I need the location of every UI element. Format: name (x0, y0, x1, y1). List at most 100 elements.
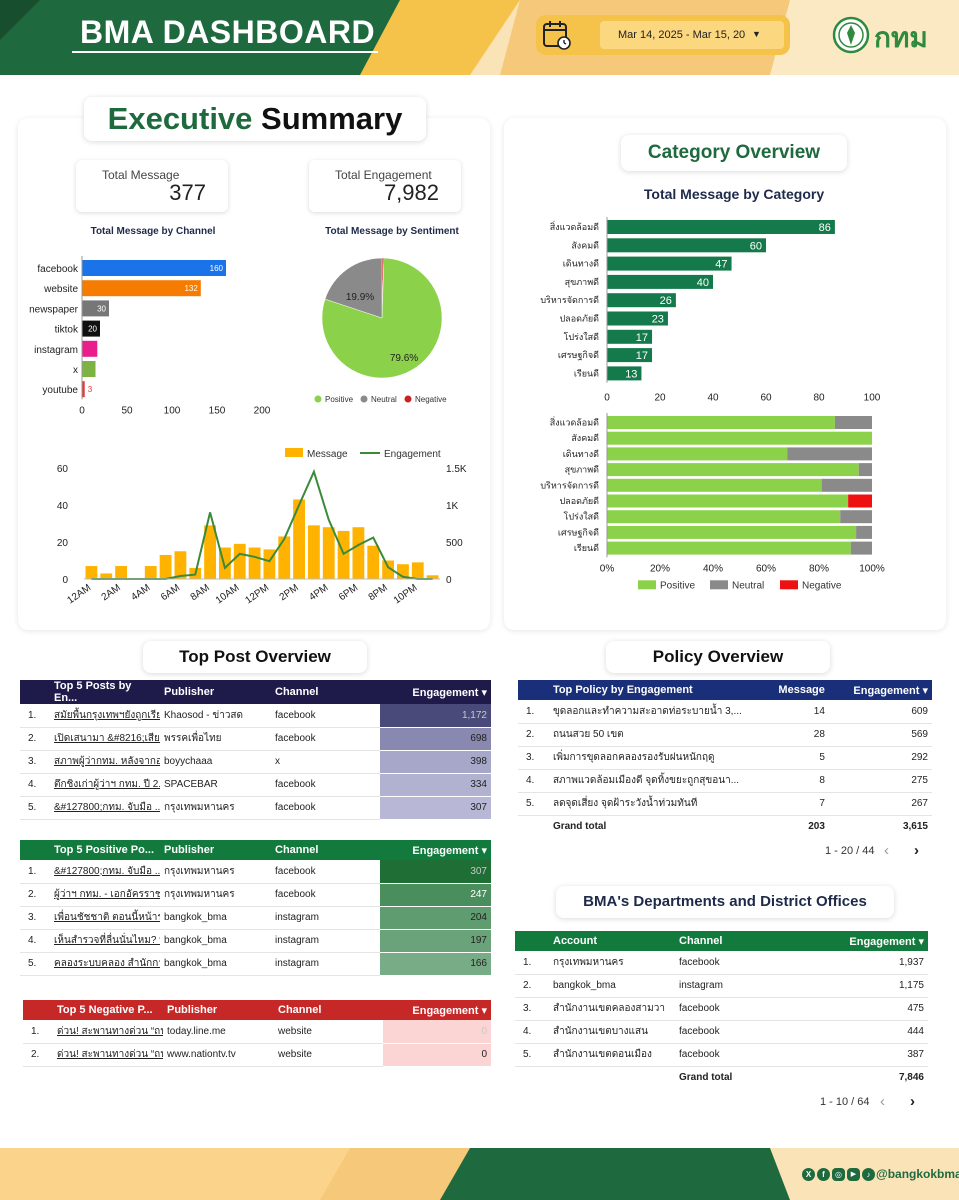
stacked-tick-label: 80% (809, 563, 829, 574)
table-row[interactable]: 3. เพิ่มการขุดลอกคลองรองรับฝนหนักฤดู 5 292 (518, 746, 932, 770)
row-index: 3. (20, 906, 50, 930)
policy-name-cell: ลดจุดเสี่ยง จุดฝ้าระวังน้ำท่วมทันที (548, 792, 746, 816)
table-row[interactable]: 1. กรุงเทพมหานคร facebook 1,937 (515, 951, 928, 975)
post-title-link[interactable]: ด่วน! สะพานทางด่วน “ถน... (53, 1020, 163, 1044)
table-row[interactable]: 3.สภาพผู้ว่ากทม. หลังจากอง...boyychaaax3… (20, 750, 491, 774)
post-title-link[interactable]: คลองระบบคลอง สำนักการร... (50, 952, 160, 976)
top-negative-engagement-header[interactable]: Engagement ▾ (412, 1004, 487, 1017)
category-label: สังคมดี (571, 240, 599, 250)
policy-next-page-icon[interactable]: › (914, 842, 919, 859)
policy-name-cell: สภาพแวดล้อมเมืองดี จุดทิ้งขยะถูกสุขอนา..… (548, 769, 746, 793)
post-title-link[interactable]: ตึกชิงเก่าผู้ว่าฯ กทม. ปี 2... (50, 773, 160, 797)
table-row[interactable]: 5. สำนักงานเขตดอนเมือง facebook 387 (515, 1043, 928, 1067)
policy-prev-page-icon[interactable]: ‹ (884, 842, 889, 859)
row-index: 5. (20, 952, 50, 976)
table-row[interactable]: 3.เพื่อนชัชชาติ ตอนนี้หน้ารถ...bangkok_b… (20, 906, 491, 930)
channel-cell: website (274, 1020, 383, 1044)
table-row[interactable]: 2. ถนนสวย 50 เขต 28 569 (518, 723, 932, 747)
table-row[interactable]: 3. สำนักงานเขตคลองสามวา facebook 475 (515, 997, 928, 1021)
message-bar (367, 545, 380, 579)
channel-cell: facebook (675, 1020, 801, 1044)
top-posts-engagement-header[interactable]: Engagement ▾ (412, 686, 487, 699)
post-title-link[interactable]: ผู้ว่าฯ กทม. - เอกอัครราชทู... (50, 883, 160, 907)
table-row[interactable]: 2.ผู้ว่าฯ กทม. - เอกอัครราชทู...กรุงเทพม… (20, 883, 491, 907)
chevron-down-icon[interactable]: ▼ (752, 29, 761, 39)
category-bar-value: 23 (652, 314, 664, 326)
category-bar (607, 311, 668, 326)
table-row[interactable]: 5.คลองระบบคลอง สำนักการร...bangkok_bmain… (20, 952, 491, 976)
table-row[interactable]: 2. เปิดเสนามา &#8216;เสีย... พรรคเพื่อไทย f… (20, 727, 491, 751)
post-title-link[interactable]: &#127800;กทม. จับมือ ... (50, 796, 160, 820)
table-row[interactable]: 5. ลดจุดเสี่ยง จุดฝ้าระวังน้ำท่วมทันที 7 26… (518, 792, 932, 816)
engagement-cell: 1,172 (380, 704, 491, 728)
category-bar (607, 256, 732, 271)
top-negative-channel-header[interactable]: Channel (278, 1004, 322, 1016)
instagram-icon[interactable]: ◎ (832, 1168, 845, 1181)
table-row[interactable]: 2. bangkok_bma instagram 1,175 (515, 974, 928, 998)
departments-channel-header[interactable]: Channel (679, 935, 723, 947)
policy-message-header[interactable]: Message (778, 684, 825, 696)
stacked-segment-neutral (821, 478, 872, 492)
top-positive-publisher-header[interactable]: Publisher (164, 844, 215, 856)
youtube-icon[interactable]: ▶ (847, 1168, 860, 1181)
category-bar-value: 17 (636, 332, 648, 344)
table-row[interactable]: 4.เห็นสำรวจที่ลื่นนั่นไหม? ที่...bangkok… (20, 929, 491, 953)
row-index: 2. (20, 727, 50, 751)
category-tick-label: 40 (707, 393, 719, 404)
departments-prev-page-icon[interactable]: ‹ (880, 1093, 885, 1110)
x-icon[interactable]: X (802, 1168, 815, 1181)
top-posts-title-header[interactable]: Top 5 Posts by En... (54, 680, 132, 704)
footer-handle[interactable]: @bangkokbma (876, 1167, 959, 1181)
message-bar (159, 554, 172, 579)
top-positive-title-header[interactable]: Top 5 Positive Po... (54, 844, 155, 856)
stacked-tick-label: 100% (859, 563, 885, 574)
top-positive-channel-header[interactable]: Channel (275, 844, 319, 856)
category-bar (607, 293, 676, 308)
top-positive-engagement-header[interactable]: Engagement ▾ (412, 844, 487, 857)
table-row[interactable]: 4. สำนักงานเขตบางแสน facebook 444 (515, 1020, 928, 1044)
facebook-icon[interactable]: f (817, 1168, 830, 1181)
departments-account-header[interactable]: Account (553, 935, 597, 947)
post-title-link[interactable]: &#127800;กทม. จับมือ ... (50, 860, 160, 884)
category-label: ปลอดภัยดี (559, 496, 599, 506)
top-negative-publisher-header[interactable]: Publisher (167, 1004, 218, 1016)
top-posts-publisher-header[interactable]: Publisher (164, 686, 215, 698)
top-negative-title-header[interactable]: Top 5 Negative P... (57, 1004, 153, 1016)
post-title-link[interactable]: เพื่อนชัชชาติ ตอนนี้หน้ารถ... (50, 906, 160, 930)
pie-label-neutral: 19.9% (346, 292, 374, 303)
post-title-link[interactable]: ด่วน! สะพานทางด่วน “ถน... (53, 1043, 163, 1067)
post-title-link[interactable]: สภาพผู้ว่ากทม. หลังจากอง... (50, 750, 160, 774)
table-row[interactable]: 1. ขุดลอกและทำความสะอาดท่อระบายน้ำ 3,... 1… (518, 700, 932, 724)
dashboard-title: BMA DASHBOARD (80, 14, 376, 50)
top-posts-channel-header[interactable]: Channel (275, 686, 319, 698)
table-row[interactable]: 5. &#127800;กทม. จับมือ ... กรุงเทพมหานคร f… (20, 796, 491, 820)
departments-next-page-icon[interactable]: › (910, 1093, 915, 1110)
table-row[interactable]: 2.ด่วน! สะพานทางด่วน “ถน...www.nationtv.… (23, 1043, 491, 1067)
table-row[interactable]: 1. &#127800;กทม. จับมือ ... กรุงเทพมหานคร f… (20, 860, 491, 884)
table-row[interactable]: 1.สมัยพื้นกรุงเทพฯยังถูกเรียก...Khaosod … (20, 704, 491, 728)
top-positive-posts-table: Top 5 Positive Po... Publisher Channel E… (20, 840, 491, 976)
category-label: บริหารจัดการดี (540, 480, 599, 490)
x-tick-label: 6PM (337, 582, 360, 603)
category-label: เรียนดี (574, 543, 599, 553)
engagement-cell: 444 (801, 1020, 928, 1044)
row-index: 1. (23, 1020, 53, 1044)
date-range-field[interactable] (600, 21, 784, 49)
calendar-icon[interactable] (540, 18, 574, 52)
category-bar (607, 329, 653, 344)
channel-cell: facebook (675, 1043, 801, 1067)
table-row[interactable]: 1.ด่วน! สะพานทางด่วน “ถน...today.line.me… (23, 1020, 491, 1044)
policy-name-header[interactable]: Top Policy by Engagement (552, 684, 693, 696)
post-title-link[interactable]: เปิดเสนามา &#8216;เสีย... (50, 727, 160, 751)
y-tick-right: 1K (446, 501, 459, 512)
engagement-cell: 267 (828, 792, 932, 816)
post-title-link[interactable]: เห็นสำรวจที่ลื่นนั่นไหม? ที่... (50, 929, 160, 953)
tiktok-icon[interactable]: ♪ (862, 1168, 875, 1181)
table-row[interactable]: 4. ตึกชิงเก่าผู้ว่าฯ กทม. ปี 2... SPACEBAR… (20, 773, 491, 797)
table-row[interactable]: 4. สภาพแวดล้อมเมืองดี จุดทิ้งขยะถูกสุขอนา… (518, 769, 932, 793)
account-cell: สำนักงานเขตคลองสามวา (549, 997, 675, 1021)
x-tick-label: 2PM (278, 582, 301, 603)
policy-engagement-header[interactable]: Engagement ▾ (853, 684, 928, 697)
post-title-link[interactable]: สมัยพื้นกรุงเทพฯยังถูกเรียก... (50, 704, 160, 728)
departments-engagement-header[interactable]: Engagement ▾ (849, 935, 924, 948)
